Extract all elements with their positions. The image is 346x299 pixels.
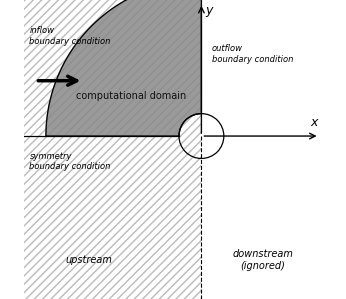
Text: inflow
boundary condition: inflow boundary condition <box>29 26 111 45</box>
Text: downstream
(ignored): downstream (ignored) <box>232 249 293 271</box>
Text: upstream: upstream <box>66 255 113 265</box>
Bar <box>24 136 201 299</box>
Bar <box>24 0 201 299</box>
Text: computational domain: computational domain <box>76 91 186 101</box>
Polygon shape <box>46 0 201 136</box>
Text: outflow
boundary condition: outflow boundary condition <box>212 44 293 63</box>
Text: x: x <box>311 116 318 129</box>
Text: symmetry
boundary condition: symmetry boundary condition <box>29 152 111 171</box>
Text: y: y <box>205 4 212 17</box>
